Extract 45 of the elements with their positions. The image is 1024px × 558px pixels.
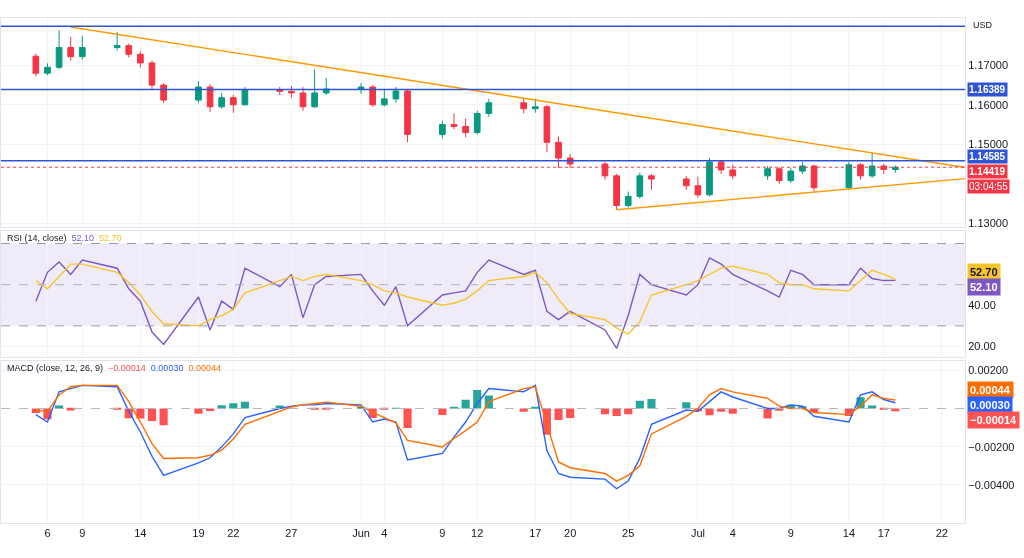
x-tick-label: 14 <box>134 527 147 540</box>
y-tick-label: 1.17000 <box>968 59 1009 72</box>
x-tick-label: 27 <box>285 527 298 540</box>
x-tick-label: 22 <box>935 527 948 540</box>
text: −0.00014 <box>970 414 1018 426</box>
x-tick-label: 25 <box>622 527 635 540</box>
y-tick-label: 1.13000 <box>968 217 1009 230</box>
x-tick-label: 4 <box>381 527 388 540</box>
text: 52.70 <box>970 266 998 278</box>
x-tick-label: 22 <box>227 527 240 540</box>
x-tick-label: 9 <box>787 527 794 540</box>
y-tick-label: 40.00 <box>968 299 996 312</box>
y-tick-label: −0.00400 <box>968 478 1015 491</box>
annotation: 0.00030 <box>150 363 184 373</box>
annotation: −0.00014 <box>108 363 146 373</box>
annotation: 52.70 <box>99 233 122 243</box>
text: USD <box>973 20 993 30</box>
x-tick-label: 14 <box>842 527 856 540</box>
x-tick-label: 9 <box>79 527 86 540</box>
y-tick-label: 1.15000 <box>968 138 1009 151</box>
y-tick-label: 1.16000 <box>968 98 1009 111</box>
ref-line-label: 1.14419 <box>969 166 1006 177</box>
x-tick-label: Jul <box>690 527 705 540</box>
x-tick-label: 17 <box>877 527 890 540</box>
ref-line-label: 1.14585 <box>969 151 1006 162</box>
y-tick-label: 20.00 <box>968 340 996 353</box>
y-tick-label: 0.00200 <box>968 364 1009 377</box>
x-tick-label: 17 <box>529 527 542 540</box>
annotation: 52.10 <box>71 233 95 243</box>
x-tick-label: 9 <box>439 527 446 540</box>
x-tick-label: 20 <box>564 527 577 540</box>
x-tick-label: 12 <box>471 527 484 540</box>
text: 0.00044 <box>970 384 1011 396</box>
text: 0.00030 <box>970 399 1010 411</box>
annotation: 0.00044 <box>188 363 221 373</box>
x-tick-label: 6 <box>44 527 51 540</box>
x-tick-label: 19 <box>192 527 205 540</box>
text: 03:04:55 <box>969 181 1009 192</box>
ref-line-label: 1.16389 <box>969 84 1006 95</box>
text: 52.10 <box>970 281 998 293</box>
chart-title: RSI (14, close) <box>7 233 67 243</box>
x-tick-label: Jun <box>352 527 370 540</box>
y-tick-label: −0.00200 <box>968 440 1015 453</box>
x-tick-label: 4 <box>729 527 736 540</box>
chart-title: MACD (close, 12, 26, 9) <box>7 363 104 373</box>
